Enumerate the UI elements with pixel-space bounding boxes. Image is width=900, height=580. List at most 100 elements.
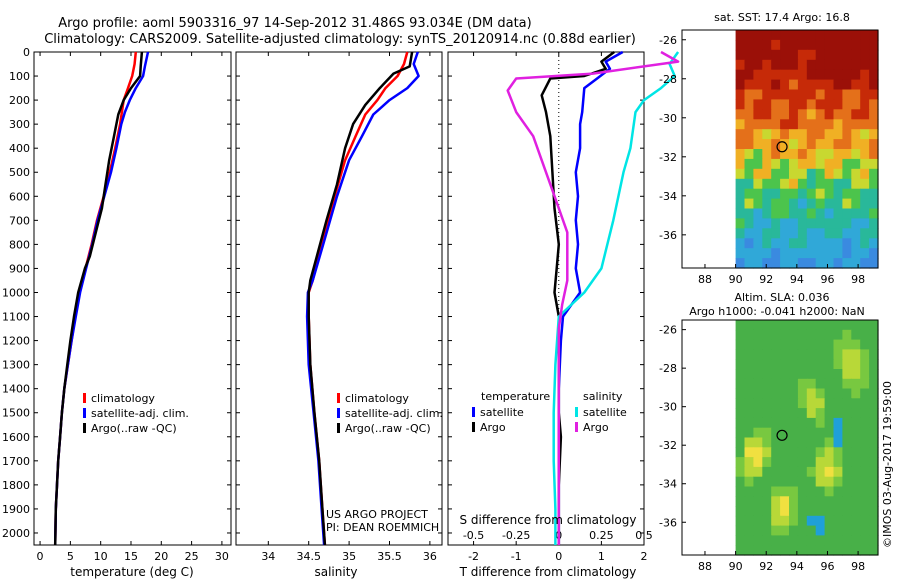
map-cell <box>735 109 746 120</box>
map-cell <box>851 506 861 517</box>
map-cell <box>771 320 781 331</box>
map-cell <box>735 417 746 429</box>
map-cell <box>797 99 808 110</box>
map-cell <box>771 188 781 200</box>
map-cell <box>762 506 772 517</box>
map-cell <box>753 59 763 71</box>
map-cell <box>824 69 835 81</box>
map-cell <box>869 119 879 130</box>
map-cell <box>780 398 790 409</box>
map-cell <box>824 79 835 91</box>
y-tick-label: 200 <box>9 94 30 107</box>
map-cell <box>860 535 870 546</box>
map-cell <box>860 79 870 91</box>
map-frame <box>681 319 879 556</box>
map-cell <box>815 79 826 91</box>
map-cell <box>780 139 790 150</box>
map-cell <box>780 515 790 527</box>
map-cell <box>860 545 870 556</box>
map-cell <box>744 378 754 390</box>
map-cell <box>815 457 826 468</box>
x-tick-label: -2 <box>468 550 479 563</box>
map-cell <box>780 158 790 170</box>
map-cell <box>753 228 763 239</box>
map-cell <box>753 168 763 180</box>
map-cell <box>762 545 772 556</box>
map-cell <box>860 188 870 200</box>
map-cell <box>789 30 799 41</box>
x-tick-label: 94 <box>790 273 804 286</box>
map-cell <box>744 119 754 130</box>
map-cell <box>797 39 808 51</box>
map-cell <box>869 59 879 71</box>
map-cell <box>824 198 835 210</box>
y-tick-label: 600 <box>9 190 30 203</box>
map-cell <box>780 59 790 71</box>
map-cell <box>851 198 861 210</box>
map-cell <box>833 248 843 259</box>
map-cell <box>771 168 781 180</box>
map-cell <box>789 427 799 439</box>
x-tick-label-salinity: -0.5 <box>463 529 484 542</box>
map-cell <box>833 158 843 170</box>
map-cell <box>735 466 746 478</box>
map-cell <box>753 109 763 120</box>
map-cell <box>869 398 879 409</box>
x-tick-label: 92 <box>759 273 773 286</box>
map-cell <box>735 198 746 210</box>
map-cell <box>744 218 754 229</box>
map-cell <box>869 437 879 448</box>
map-cell <box>753 427 763 439</box>
map-cell <box>797 129 808 140</box>
map-cell <box>869 69 879 81</box>
map-cell <box>833 349 843 360</box>
x-tick-label: 2 <box>641 550 648 563</box>
map-cell <box>806 119 817 130</box>
map-cell <box>735 359 746 370</box>
map-cell <box>780 119 790 130</box>
map-cell <box>824 168 835 180</box>
map-cell <box>815 258 826 269</box>
map-cell <box>869 486 879 497</box>
map-cell <box>806 496 817 507</box>
map-cell <box>762 59 772 71</box>
map-cell <box>744 149 754 160</box>
map-cell <box>753 30 763 41</box>
map-frame <box>681 29 879 269</box>
map-cell <box>744 506 754 517</box>
map-cell <box>789 198 799 210</box>
map-cell <box>824 228 835 239</box>
map-cell <box>789 545 799 556</box>
map-cell <box>762 378 772 390</box>
map-cell <box>744 158 754 170</box>
map-cell <box>797 119 808 130</box>
x-axis-label: T difference from climatology <box>459 565 637 579</box>
map-cell <box>869 188 879 200</box>
map-cell <box>753 457 763 468</box>
x-tick-label: 90 <box>729 273 743 286</box>
map-cell <box>860 320 870 331</box>
map-cell <box>860 329 870 341</box>
map-cell <box>753 437 763 448</box>
map-cell <box>806 476 817 488</box>
map-cell <box>762 535 772 546</box>
map-cell <box>780 496 790 507</box>
map-cell <box>842 466 852 478</box>
map-cell <box>789 486 799 497</box>
map-cell <box>851 359 861 370</box>
map-cell <box>833 447 843 458</box>
map-cell <box>744 369 754 380</box>
map-cell <box>824 149 835 160</box>
map-cell <box>851 69 861 81</box>
y-tick-label: -26 <box>659 324 677 337</box>
x-tick-label: 1 <box>598 550 605 563</box>
map-cell <box>833 398 843 409</box>
map-cell <box>780 178 790 190</box>
map-cell <box>797 89 808 100</box>
map-cell <box>780 79 790 91</box>
map-cell <box>842 359 852 370</box>
map-cell <box>824 427 835 439</box>
salinity-panel: 34 34.5 35 35.5 36 salinity climatology satelli… <box>235 51 443 579</box>
map-cell <box>842 525 852 536</box>
map-cell <box>842 447 852 458</box>
